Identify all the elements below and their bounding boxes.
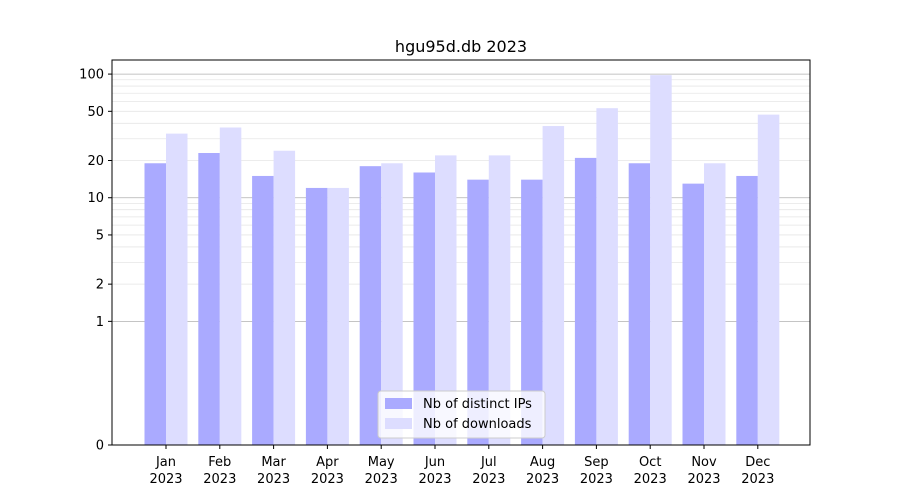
x-tick-label-year: 2023 [365, 472, 398, 487]
y-tick-label: 1 [96, 315, 104, 330]
y-tick-label: 0 [96, 439, 104, 454]
x-tick-label-month: Apr [316, 455, 339, 470]
bar-distinct-ips-nov [682, 183, 704, 445]
x-tick-label-month: Jan [155, 455, 176, 470]
legend-swatch [385, 418, 412, 429]
bar-downloads-apr [327, 187, 349, 445]
bar-downloads-oct [650, 75, 672, 445]
y-tick-label: 10 [87, 191, 104, 206]
x-tick-label-year: 2023 [311, 472, 344, 487]
x-tick-label-year: 2023 [687, 472, 720, 487]
x-tick-label-month: Feb [208, 455, 231, 470]
x-tick-label-month: Dec [745, 455, 770, 470]
y-tick-label: 50 [87, 105, 104, 120]
bar-distinct-ips-aug [521, 179, 543, 446]
x-tick-label-month: Sep [584, 455, 609, 470]
x-tick-label-year: 2023 [580, 472, 613, 487]
bar-downloads-mar [273, 150, 296, 445]
bar-downloads-jan [166, 133, 188, 445]
x-tick-label-month: Jul [480, 455, 497, 470]
bar-distinct-ips-jun [413, 172, 435, 446]
bar-distinct-ips-jul [467, 179, 489, 446]
x-tick-label-year: 2023 [257, 472, 290, 487]
y-tick-label: 5 [96, 228, 104, 243]
bars [144, 75, 780, 446]
bar-distinct-ips-dec [736, 175, 758, 445]
bar-downloads-jun [435, 155, 457, 445]
chart-title: hgu95d.db 2023 [395, 37, 527, 56]
x-axis: Jan 2023 Feb 2023 Mar 2023 Apr 2023 May 2023 Jun 20… [149, 445, 774, 487]
x-tick-label-year: 2023 [741, 472, 774, 487]
x-tick-label-month: May [368, 455, 395, 470]
x-tick-label-year: 2023 [418, 472, 451, 487]
bar-downloads-may [381, 163, 403, 445]
bar-downloads-dec [757, 114, 780, 445]
y-axis: 0 1 2 5 10 20 50 100 [79, 68, 112, 454]
bar-distinct-ips-may [359, 166, 382, 445]
x-tick-label-month: Nov [691, 455, 717, 470]
x-tick-label-year: 2023 [149, 472, 182, 487]
bar-downloads-sep [596, 108, 618, 445]
legend-swatch [385, 398, 412, 409]
bar-downloads-nov [704, 163, 726, 445]
x-tick-label-month: Jun [424, 455, 445, 470]
bar-distinct-ips-oct [628, 163, 651, 445]
bar-distinct-ips-sep [574, 157, 597, 446]
plot-frame [111, 59, 811, 446]
y-tick-label: 100 [79, 68, 104, 83]
bar-downloads-jul [488, 155, 511, 445]
bar-distinct-ips-feb [198, 153, 220, 445]
legend-box [377, 390, 546, 439]
x-tick-label-month: Aug [530, 455, 555, 470]
bar-downloads-aug [542, 126, 565, 445]
x-tick-label-year: 2023 [634, 472, 667, 487]
bar-distinct-ips-jan [144, 163, 166, 445]
x-tick-label-month: Mar [261, 455, 286, 470]
bar-distinct-ips-apr [305, 187, 328, 445]
x-tick-label-month: Oct [639, 455, 661, 470]
bar-distinct-ips-mar [252, 175, 274, 445]
y-tick-label: 20 [87, 154, 104, 169]
x-tick-label-year: 2023 [526, 472, 559, 487]
bar-downloads-feb [219, 127, 242, 446]
legend-label: Nb of distinct IPs [423, 397, 532, 412]
y-tick-label: 2 [96, 278, 104, 293]
legend: Nb of distinct IPs Nb of downloads [377, 390, 546, 439]
x-tick-label-year: 2023 [203, 472, 236, 487]
x-tick-label-year: 2023 [472, 472, 505, 487]
legend-label: Nb of downloads [423, 417, 532, 432]
